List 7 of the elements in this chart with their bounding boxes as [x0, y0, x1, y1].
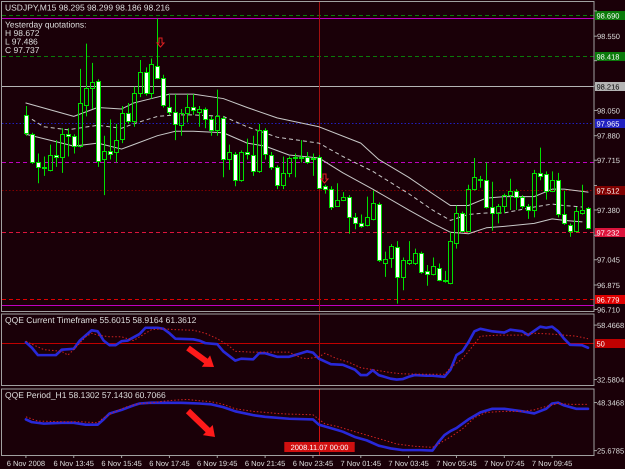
annotation: H 98.672	[5, 28, 40, 38]
chart-title: USDJPY,M15 98.295 98.299 98.186 98.216	[5, 2, 170, 12]
chart-title: QQE Period_H1 58.1302 57.1430 60.7066	[5, 390, 166, 400]
annotation: Yesterday quotations:	[5, 20, 86, 30]
annotation: C 97.737	[5, 45, 40, 55]
annotation: L 97.486	[5, 36, 38, 46]
chart-title: QQE Current Timeframe 55.6015 58.9164 61.3612	[5, 315, 197, 325]
